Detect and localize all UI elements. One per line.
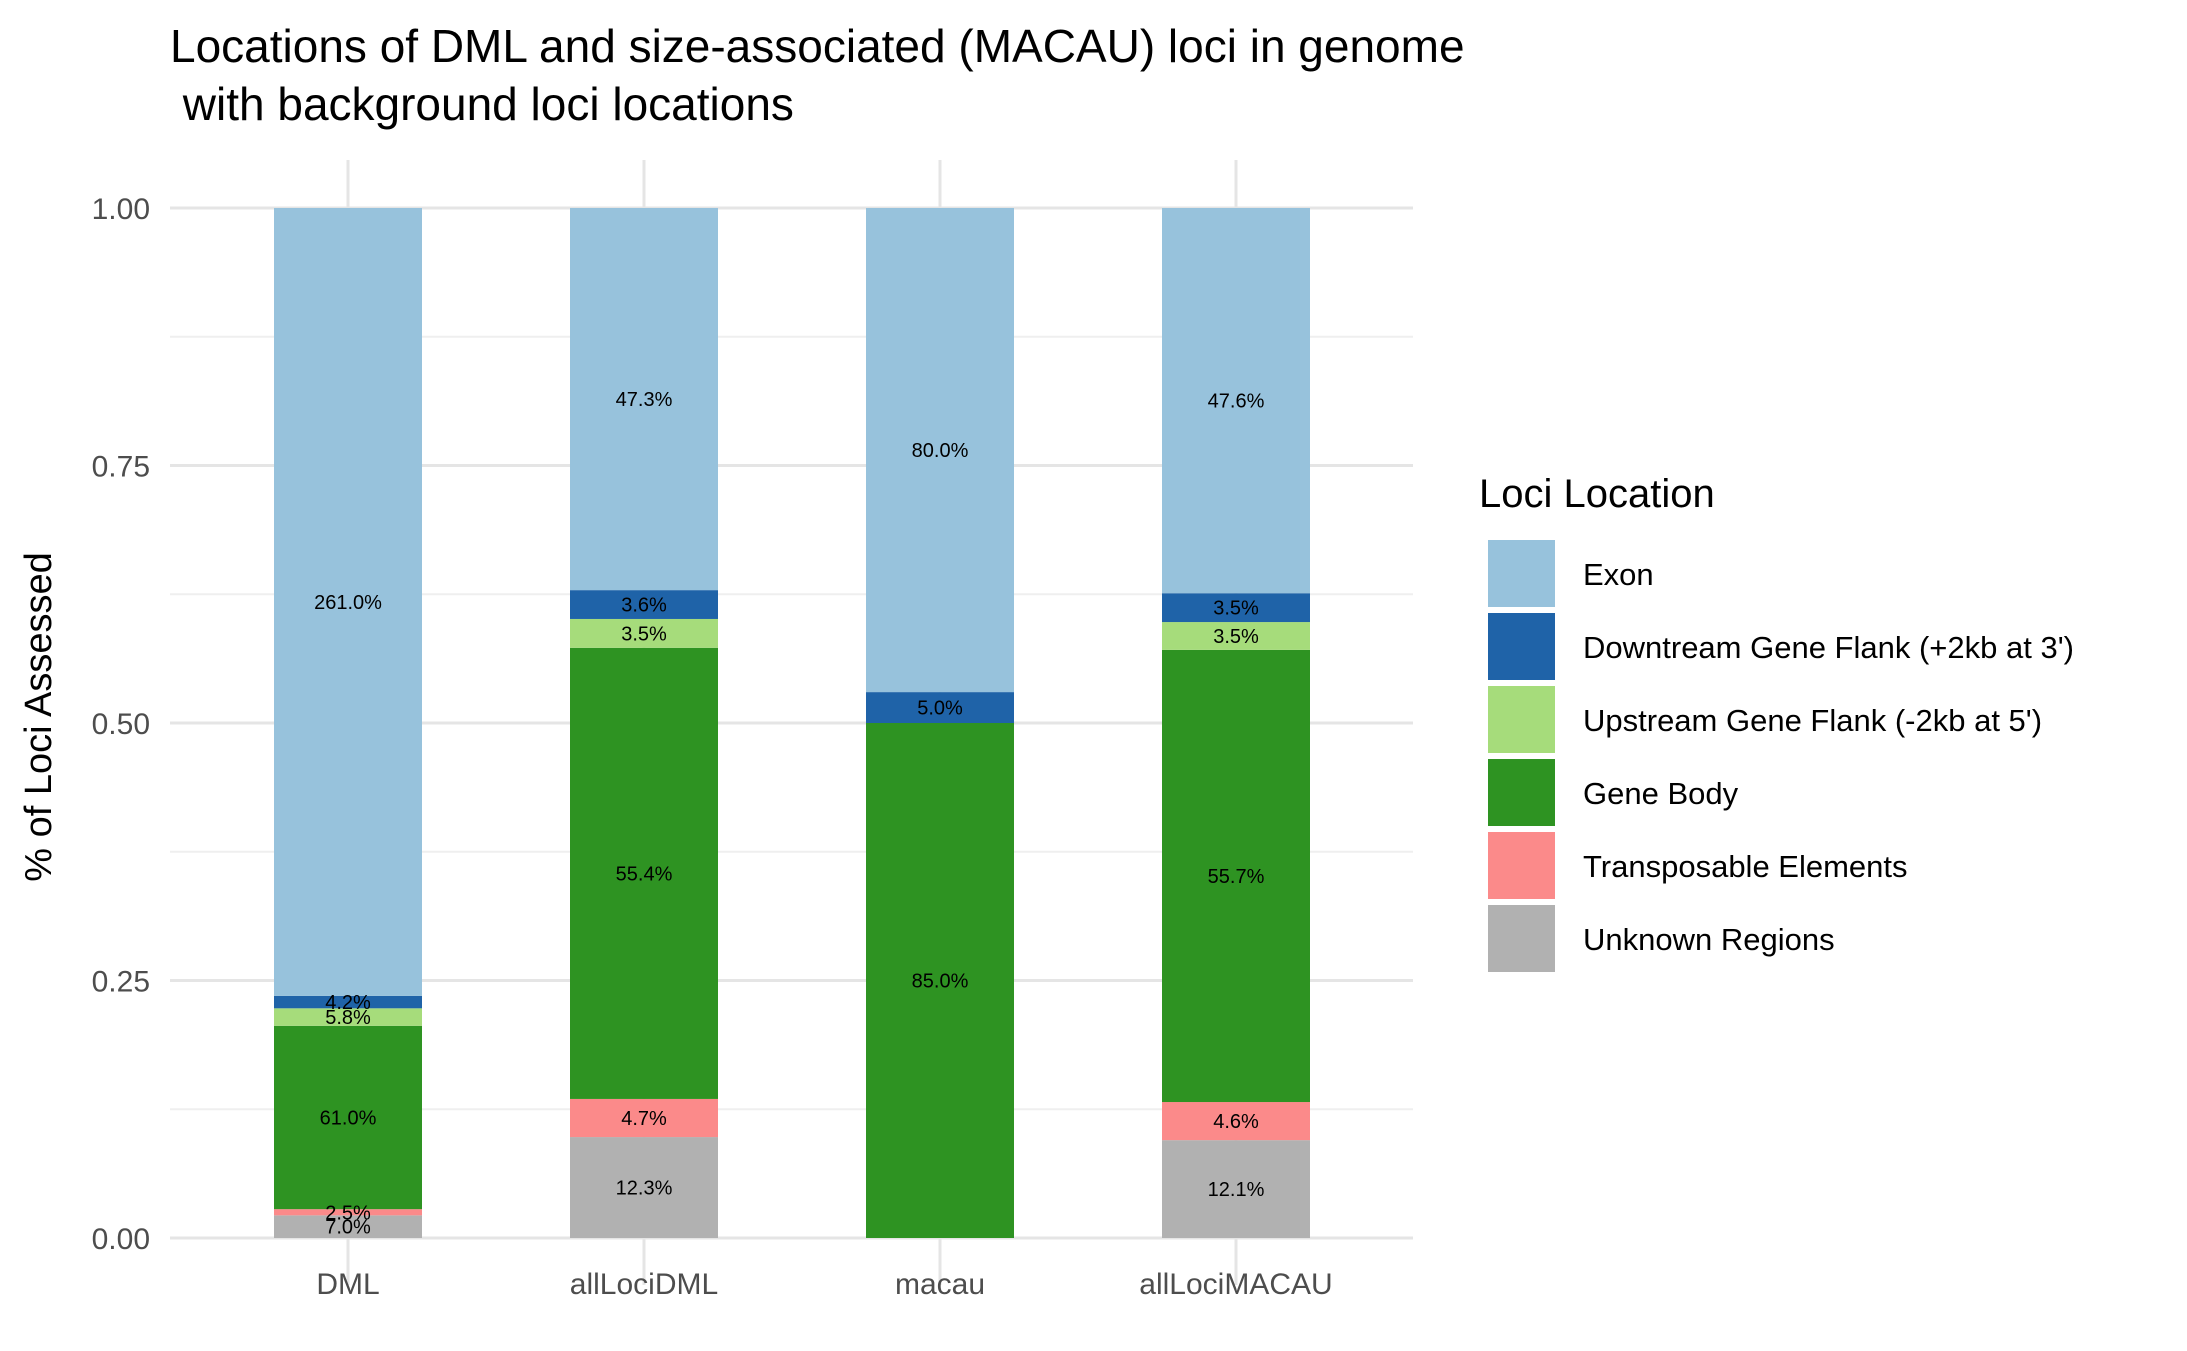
legend: Loci Location Exon Downtream Gene Flank (…	[1479, 472, 2074, 972]
bar-segment	[1162, 1102, 1310, 1141]
x-tick-label: DML	[316, 1268, 379, 1301]
data-label: 3.5%	[1213, 598, 1259, 620]
x-axis-ticks: DML allLociDML macau allLociMACAU	[316, 1268, 1332, 1301]
bar-segment	[570, 618, 718, 648]
data-label: 3.5%	[1213, 626, 1259, 648]
x-tick-label: allLociDML	[570, 1268, 718, 1301]
data-label: 2.5%	[325, 1202, 371, 1224]
data-label: 5.0%	[917, 698, 963, 720]
data-label: 4.7%	[621, 1108, 667, 1130]
data-label: 3.5%	[621, 623, 667, 645]
data-labels: 7.0%2.5% 61.0% 5.8%4.2% 261.0% 12.3% 4.7% 55.4…	[314, 389, 1264, 1239]
bar-segment	[1162, 1140, 1310, 1238]
bar-segment	[274, 208, 422, 996]
data-label: 4.6%	[1213, 1111, 1259, 1133]
legend-title: Loci Location	[1479, 472, 1715, 516]
x-tick-label: allLociMACAU	[1139, 1268, 1332, 1301]
bar-segment	[274, 1008, 422, 1026]
legend-swatch	[1488, 905, 1555, 972]
bar-segment	[866, 208, 1014, 693]
data-label: 55.7%	[1208, 866, 1265, 888]
bar-segment	[570, 590, 718, 619]
bar-segment	[866, 723, 1014, 1238]
y-tick-label: 0.00	[92, 1223, 150, 1256]
chart-title-line-1: Locations of DML and size-associated (MA…	[170, 20, 1465, 72]
data-label: 3.6%	[621, 595, 667, 617]
data-label: 7.0%	[325, 1217, 371, 1239]
legend-swatch	[1488, 613, 1555, 680]
data-label: 4.2%	[325, 992, 371, 1014]
legend-swatch	[1488, 832, 1555, 899]
bar-segment	[274, 995, 422, 1009]
chart-title-line-2: with background loci locations	[170, 78, 794, 130]
bar-segment	[1162, 208, 1310, 594]
bar-segment	[570, 647, 718, 1099]
bar-segment	[866, 692, 1014, 723]
legend-label: Upstream Gene Flank (-2kb at 5')	[1583, 703, 2042, 738]
data-label: 61.0%	[320, 1107, 377, 1129]
data-label: 55.4%	[616, 863, 673, 885]
data-label: 5.8%	[325, 1007, 371, 1029]
x-tick-label: macau	[895, 1268, 985, 1301]
data-label: 12.1%	[1208, 1179, 1265, 1201]
bar-segment	[570, 1098, 718, 1138]
y-tick-label: 1.00	[92, 193, 150, 226]
legend-swatch	[1488, 759, 1555, 826]
bar-segment	[570, 1137, 718, 1238]
legend-label: Transposable Elements	[1583, 849, 1908, 884]
bar-segment	[274, 1215, 422, 1238]
data-label: 261.0%	[314, 592, 382, 614]
data-label: 47.6%	[1208, 391, 1265, 413]
legend-items: Exon Downtream Gene Flank (+2kb at 3') Ups…	[1488, 540, 2074, 972]
bar-segment	[1162, 649, 1310, 1103]
data-label: 85.0%	[912, 971, 969, 993]
y-tick-label: 0.50	[92, 708, 150, 741]
legend-swatch	[1488, 686, 1555, 753]
legend-label: Unknown Regions	[1583, 922, 1835, 957]
y-axis-ticks: 0.00 0.25 0.50 0.75 1.00	[92, 193, 150, 1256]
y-axis-title: % of Loci Assessed	[18, 552, 60, 882]
y-tick-label: 0.25	[92, 966, 150, 999]
legend-label: Gene Body	[1583, 776, 1739, 811]
bar-segment	[1162, 593, 1310, 623]
bar-segment	[274, 1209, 422, 1216]
data-label: 47.3%	[616, 389, 673, 411]
bar-segment	[570, 208, 718, 591]
legend-swatch	[1488, 540, 1555, 607]
data-label: 12.3%	[616, 1178, 673, 1200]
legend-label: Exon	[1583, 557, 1654, 592]
legend-label: Downtream Gene Flank (+2kb at 3')	[1583, 630, 2074, 665]
data-label: 80.0%	[912, 440, 969, 462]
bar-stacks	[274, 208, 1310, 1238]
y-tick-label: 0.75	[92, 451, 150, 484]
bar-segment	[274, 1025, 422, 1210]
bar-segment	[1162, 622, 1310, 650]
